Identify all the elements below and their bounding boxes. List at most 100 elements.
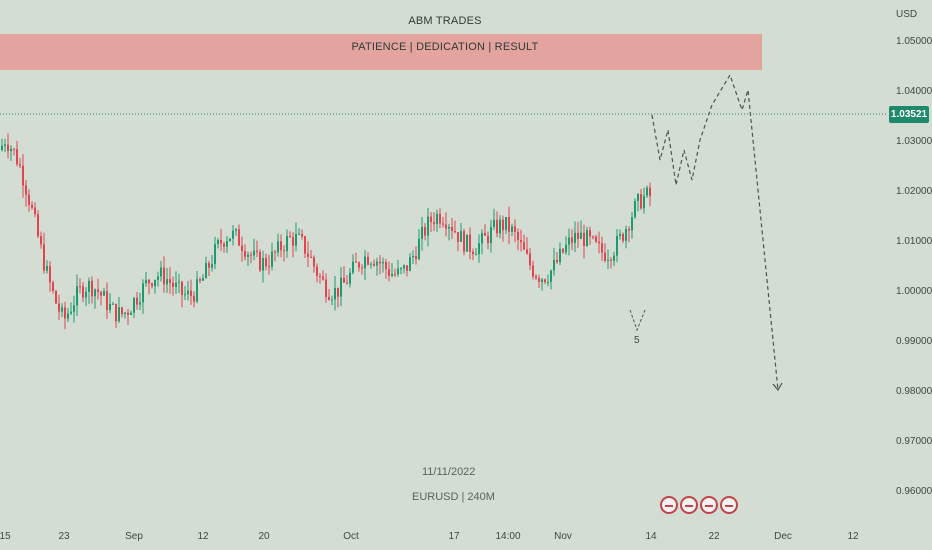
price-tick-label: 1.03000 [896, 136, 932, 147]
candle-body [550, 270, 552, 282]
candle-body [187, 290, 189, 295]
candle-body [328, 296, 330, 300]
candle-body [451, 226, 453, 232]
candle-body [202, 278, 204, 281]
time-tick-label: 12 [847, 531, 859, 542]
candle-body [259, 251, 261, 271]
time-tick-label: 14 [645, 531, 657, 542]
candle-body [253, 250, 255, 256]
candle-body [469, 234, 471, 252]
candle-body [280, 241, 282, 251]
candle-body [487, 235, 489, 243]
candle-body [436, 213, 438, 224]
candle-body [232, 230, 234, 239]
projection-arrowhead [772, 382, 783, 392]
candle-body [343, 277, 345, 283]
candle-body [16, 149, 18, 165]
candle-body [331, 299, 333, 301]
candle-body [184, 294, 186, 296]
candle-body [58, 303, 60, 312]
time-tick-label: 20 [258, 531, 270, 542]
candle-body [463, 231, 465, 252]
us-flag-icon[interactable] [660, 496, 678, 514]
price-tick-label: 0.98000 [896, 386, 932, 397]
candle-body [43, 244, 45, 271]
candle-body [547, 281, 549, 283]
price-tick-label: 1.00000 [896, 286, 932, 297]
candle-body [148, 279, 150, 284]
candle-body [430, 216, 432, 223]
candle-body [397, 268, 399, 275]
candle-body [64, 307, 66, 319]
time-tick-label: 17 [448, 531, 460, 542]
candle-body [484, 233, 486, 236]
candle-body [82, 286, 84, 298]
candle-body [88, 280, 90, 292]
candle-body [415, 255, 417, 260]
candle-body [34, 207, 36, 215]
candle-body [490, 227, 492, 243]
candle-body [316, 266, 318, 276]
candle-body [160, 267, 162, 277]
candle-body [73, 305, 75, 312]
candle-body [166, 279, 168, 285]
candle-body [172, 282, 174, 287]
candle-body [595, 236, 597, 242]
us-flag-icon[interactable] [720, 496, 738, 514]
candle-body [100, 292, 102, 296]
candle-body [28, 194, 30, 205]
candle-body [439, 213, 441, 224]
candle-body [37, 214, 39, 237]
candle-body [523, 242, 525, 250]
candle-body [625, 229, 627, 241]
candle-body [475, 254, 477, 256]
candle-body [553, 259, 555, 271]
us-flag-icon[interactable] [700, 496, 718, 514]
candle-body [229, 238, 231, 242]
candle-body [313, 257, 315, 267]
economic-events[interactable] [660, 496, 738, 518]
candle-body [358, 262, 360, 268]
candle-body [370, 263, 372, 265]
candle-body [604, 252, 606, 261]
candle-body [181, 281, 183, 296]
current-price-badge[interactable]: 1.03521 [889, 105, 929, 123]
candle-body [223, 243, 225, 247]
candle-body [643, 195, 645, 209]
candle-body [7, 144, 9, 152]
candle-body [394, 273, 396, 275]
candle-body [139, 302, 141, 305]
candle-body [466, 234, 468, 252]
candle-body [238, 229, 240, 246]
candle-body [493, 219, 495, 228]
candle-body [427, 216, 429, 236]
candle-body [418, 238, 420, 260]
candle-body [502, 219, 504, 231]
candle-body [121, 307, 123, 314]
candle-body [637, 194, 639, 201]
candle-body [193, 295, 195, 302]
candle-body [67, 313, 69, 319]
candle-body [556, 259, 558, 263]
candle-body [583, 232, 585, 246]
candle-body [526, 249, 528, 254]
candle-body [616, 236, 618, 256]
candle-body [532, 265, 534, 277]
candle-body [49, 266, 51, 283]
candle-body [628, 229, 630, 231]
time-axis: 15 23 Sep 12 20 Oct 17 14:00 Nov 14 22 Dec 12 [0, 531, 859, 542]
candle-body [142, 283, 144, 303]
time-tick-label: Nov [554, 531, 572, 542]
candle-body [268, 266, 270, 268]
candle-body [247, 254, 249, 257]
candle-body [298, 233, 300, 235]
candle-body [529, 253, 531, 266]
candle-body [601, 243, 603, 253]
candle-body [292, 236, 294, 246]
candle-body [10, 148, 12, 152]
candles-layer [1, 133, 651, 330]
candle-body [241, 245, 243, 252]
us-flag-icon[interactable] [680, 496, 698, 514]
